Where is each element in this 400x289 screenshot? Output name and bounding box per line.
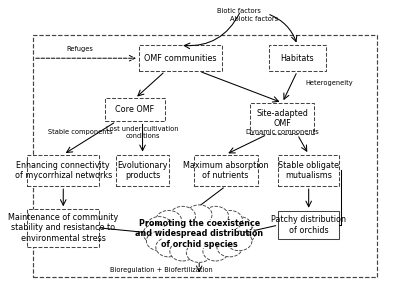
Text: Lost under cultivation
conditions: Lost under cultivation conditions — [106, 126, 179, 139]
Text: Stable components: Stable components — [48, 129, 112, 135]
Circle shape — [186, 205, 212, 225]
Circle shape — [226, 231, 252, 251]
Text: Biotic factors: Biotic factors — [217, 8, 261, 14]
Circle shape — [146, 217, 172, 236]
Circle shape — [156, 237, 182, 257]
Bar — [194, 155, 258, 186]
Circle shape — [230, 224, 255, 243]
Circle shape — [203, 241, 228, 261]
Ellipse shape — [158, 218, 241, 250]
Circle shape — [203, 206, 228, 226]
Bar — [105, 99, 165, 121]
Text: Patchy distribution
of orchids: Patchy distribution of orchids — [271, 215, 346, 235]
Text: Refuges: Refuges — [67, 46, 94, 52]
Text: Maintenance of community
stability and resistance to
environmental stress: Maintenance of community stability and r… — [8, 213, 118, 243]
Ellipse shape — [160, 219, 238, 248]
Text: Site-adapted
OMF: Site-adapted OMF — [256, 109, 308, 128]
Text: Enhancing connectivity
of mycorrhizal networks: Enhancing connectivity of mycorrhizal ne… — [15, 161, 112, 180]
Circle shape — [156, 210, 182, 230]
Text: Promoting the coexistence
and widespread distribution
of orchid species: Promoting the coexistence and widespread… — [135, 219, 263, 249]
Circle shape — [170, 206, 196, 226]
Bar — [250, 103, 314, 134]
Bar — [269, 45, 326, 71]
Circle shape — [146, 231, 172, 251]
Text: Maximum absorption
of nutrients: Maximum absorption of nutrients — [183, 161, 268, 180]
Bar — [27, 155, 99, 186]
Circle shape — [217, 237, 242, 257]
Text: Dynamic components: Dynamic components — [246, 129, 319, 135]
Circle shape — [226, 217, 252, 236]
Bar — [139, 45, 222, 71]
Text: Heterogeneity: Heterogeneity — [306, 80, 353, 86]
Text: Abiotic factors: Abiotic factors — [230, 16, 278, 22]
Bar — [116, 155, 169, 186]
Circle shape — [186, 243, 212, 262]
Text: Bioregulation + Biofertilization: Bioregulation + Biofertilization — [110, 267, 213, 273]
Bar — [33, 35, 377, 277]
Bar — [27, 209, 99, 247]
Text: OMF communities: OMF communities — [144, 54, 216, 63]
Text: Stable obligate
mutualisms: Stable obligate mutualisms — [278, 161, 339, 180]
Text: Core OMF: Core OMF — [116, 105, 154, 114]
Bar — [278, 155, 339, 186]
Text: Evolutionary
products: Evolutionary products — [117, 161, 168, 180]
Bar — [278, 211, 339, 239]
Circle shape — [217, 210, 242, 230]
Circle shape — [143, 224, 169, 243]
Text: Habitats: Habitats — [280, 54, 314, 63]
Circle shape — [170, 241, 196, 261]
